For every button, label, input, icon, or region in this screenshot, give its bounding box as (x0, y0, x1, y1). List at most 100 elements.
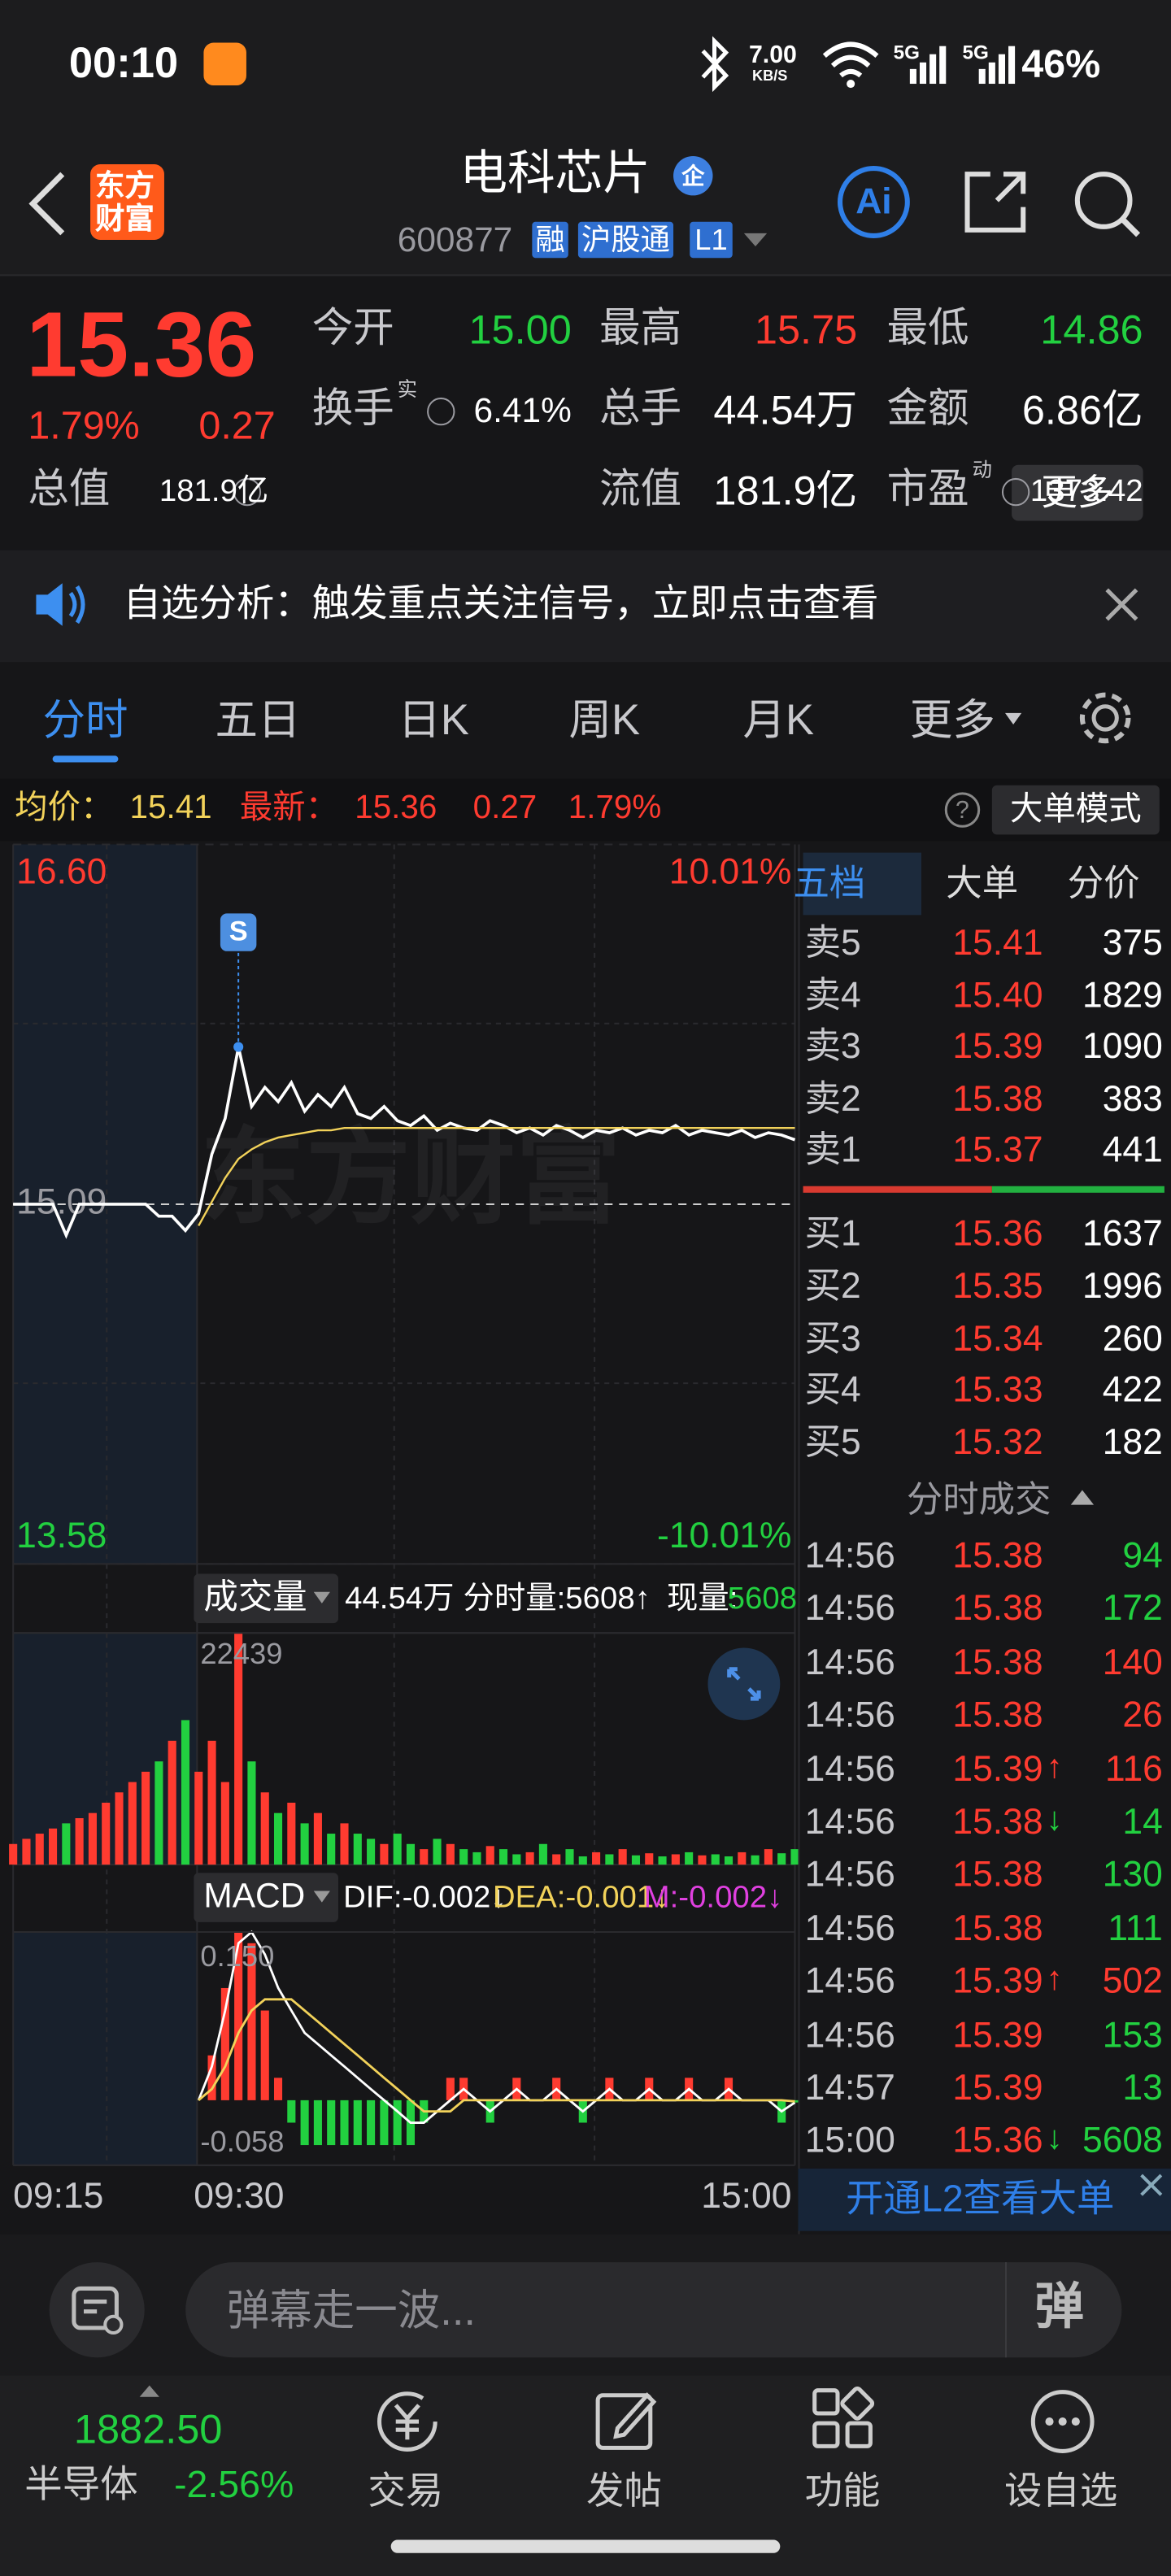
trade-time: 14:56 (804, 1907, 895, 1948)
volume-bar (420, 1849, 429, 1865)
macd-bar (340, 2100, 349, 2146)
book-label: 买1 (804, 1212, 861, 1254)
volume-bar (724, 1856, 734, 1865)
macd-bar (367, 2100, 376, 2146)
net-speed: 7.00 (748, 41, 797, 69)
book-volume: 1090 (1082, 1025, 1163, 1067)
close-button[interactable] (1104, 586, 1139, 622)
volume-bar (764, 1849, 773, 1865)
search-button[interactable] (1071, 168, 1143, 240)
field-value: 15.75 (754, 307, 858, 354)
order-panel (798, 844, 1171, 2234)
mode-button[interactable]: 大单模式 (991, 785, 1160, 835)
volume-bar (273, 1812, 283, 1865)
macd-bar (287, 2100, 296, 2123)
change-pct: 1.79% (28, 404, 140, 449)
up-indicator (139, 2385, 159, 2397)
nav-label[interactable]: 发帖 (586, 2469, 662, 2513)
share-button[interactable] (960, 168, 1030, 237)
sort-icon[interactable] (1069, 1486, 1095, 1506)
nav-label[interactable]: 交易 (368, 2469, 444, 2513)
more-button[interactable]: 更多 (1012, 464, 1143, 521)
book-volume: 422 (1102, 1368, 1163, 1411)
l2-banner[interactable] (798, 2168, 1171, 2231)
book-volume: 1996 (1082, 1264, 1163, 1306)
volume-selector[interactable]: 成交量 (194, 1573, 339, 1624)
notice-bar[interactable] (0, 550, 1171, 663)
back-button[interactable] (23, 171, 72, 237)
field-value: 44.54万 (713, 387, 858, 434)
tab[interactable]: 五日 (215, 694, 301, 745)
book-volume: 260 (1102, 1316, 1163, 1359)
trade-price: 15.36 (952, 2120, 1043, 2161)
expand-button[interactable] (706, 1646, 781, 1721)
comment-input[interactable] (185, 2262, 1122, 2358)
book-price: 15.36 (952, 1212, 1043, 1254)
index-value[interactable]: 1882.50 (73, 2406, 223, 2453)
book-volume: 182 (1102, 1421, 1163, 1463)
marker-badge (220, 913, 257, 951)
book-price: 15.40 (952, 973, 1043, 1015)
trade-time: 14:56 (804, 1694, 895, 1735)
info-icon (1001, 477, 1030, 507)
post-icon (595, 2392, 657, 2450)
trade-arrow: ↑ (1046, 1961, 1063, 1999)
trade-volume: 13 (1122, 2066, 1163, 2108)
trade-price: 15.39 (952, 2013, 1043, 2055)
trade-price: 15.38 (952, 1853, 1043, 1895)
indicator-selector[interactable]: MACD (194, 1873, 339, 1922)
logo (90, 164, 164, 240)
dropdown-icon[interactable] (742, 230, 768, 250)
tag: 融 (532, 221, 568, 259)
chart-canvas: 东方财富 16.60 15.09 13.58 10.01% -10.01% S 09:15 0… (9, 843, 799, 2216)
volume-bar (300, 1823, 309, 1865)
volume-total: 44.54万 (345, 1582, 455, 1617)
book-price: 15.38 (952, 1077, 1043, 1118)
send-button[interactable]: 弹 (1034, 2280, 1084, 2334)
trade-price: 15.39 (952, 2066, 1043, 2108)
tab[interactable]: 月K (742, 694, 815, 745)
help-icon[interactable]: ? (942, 790, 982, 829)
book-price: 15.41 (952, 921, 1043, 963)
tab[interactable]: 更多 (909, 694, 995, 745)
field-value: 1373.42 (1030, 474, 1143, 510)
trade-volume: 153 (1102, 2013, 1163, 2055)
status-bar (0, 0, 1171, 124)
book-tab[interactable]: 大单 (946, 862, 1019, 904)
avg-label: 均价： (15, 790, 114, 827)
book-label: 卖2 (804, 1077, 861, 1118)
volume-bar (433, 1838, 442, 1865)
tab[interactable]: 日K (398, 694, 469, 745)
field-label: 金额 (886, 385, 969, 433)
nav-label[interactable]: 功能 (804, 2469, 881, 2513)
tab[interactable]: 周K (568, 694, 640, 745)
y2-tick-label: -10.01% (657, 1516, 791, 1556)
ai-button[interactable]: Ai (837, 166, 910, 238)
close-button[interactable] (1137, 2170, 1166, 2200)
field-label: 今开 (311, 305, 394, 352)
field-value: 181.9亿 (713, 468, 858, 515)
volume-bar (88, 1812, 97, 1865)
book-price: 15.34 (952, 1316, 1043, 1359)
info-icon (233, 477, 262, 507)
trade-volume: 140 (1102, 1640, 1163, 1682)
nav-label[interactable]: 设自选 (1003, 2469, 1118, 2513)
trade-arrow: ↓ (1046, 2121, 1063, 2158)
tab[interactable]: 分时 (42, 694, 128, 745)
settings-button[interactable] (1074, 687, 1137, 750)
trade-volume: 502 (1102, 1960, 1163, 2002)
volume-bar (220, 1782, 229, 1865)
book-tab[interactable]: 分价 (1067, 862, 1140, 904)
macd-bar (247, 1943, 256, 2100)
book-label: 卖1 (804, 1129, 861, 1170)
price-line (13, 1046, 796, 1239)
book-tab[interactable]: 五档 (793, 862, 866, 904)
volume-bar (738, 1852, 747, 1865)
volume-bar (393, 1834, 402, 1865)
book-volume: 441 (1102, 1129, 1163, 1170)
trades-title: 分时成交 (906, 1478, 1051, 1520)
volume-bar (48, 1828, 58, 1865)
volume-bar (406, 1843, 416, 1865)
index-name: 半导体 (24, 2462, 138, 2506)
volume-bar (485, 1846, 494, 1865)
